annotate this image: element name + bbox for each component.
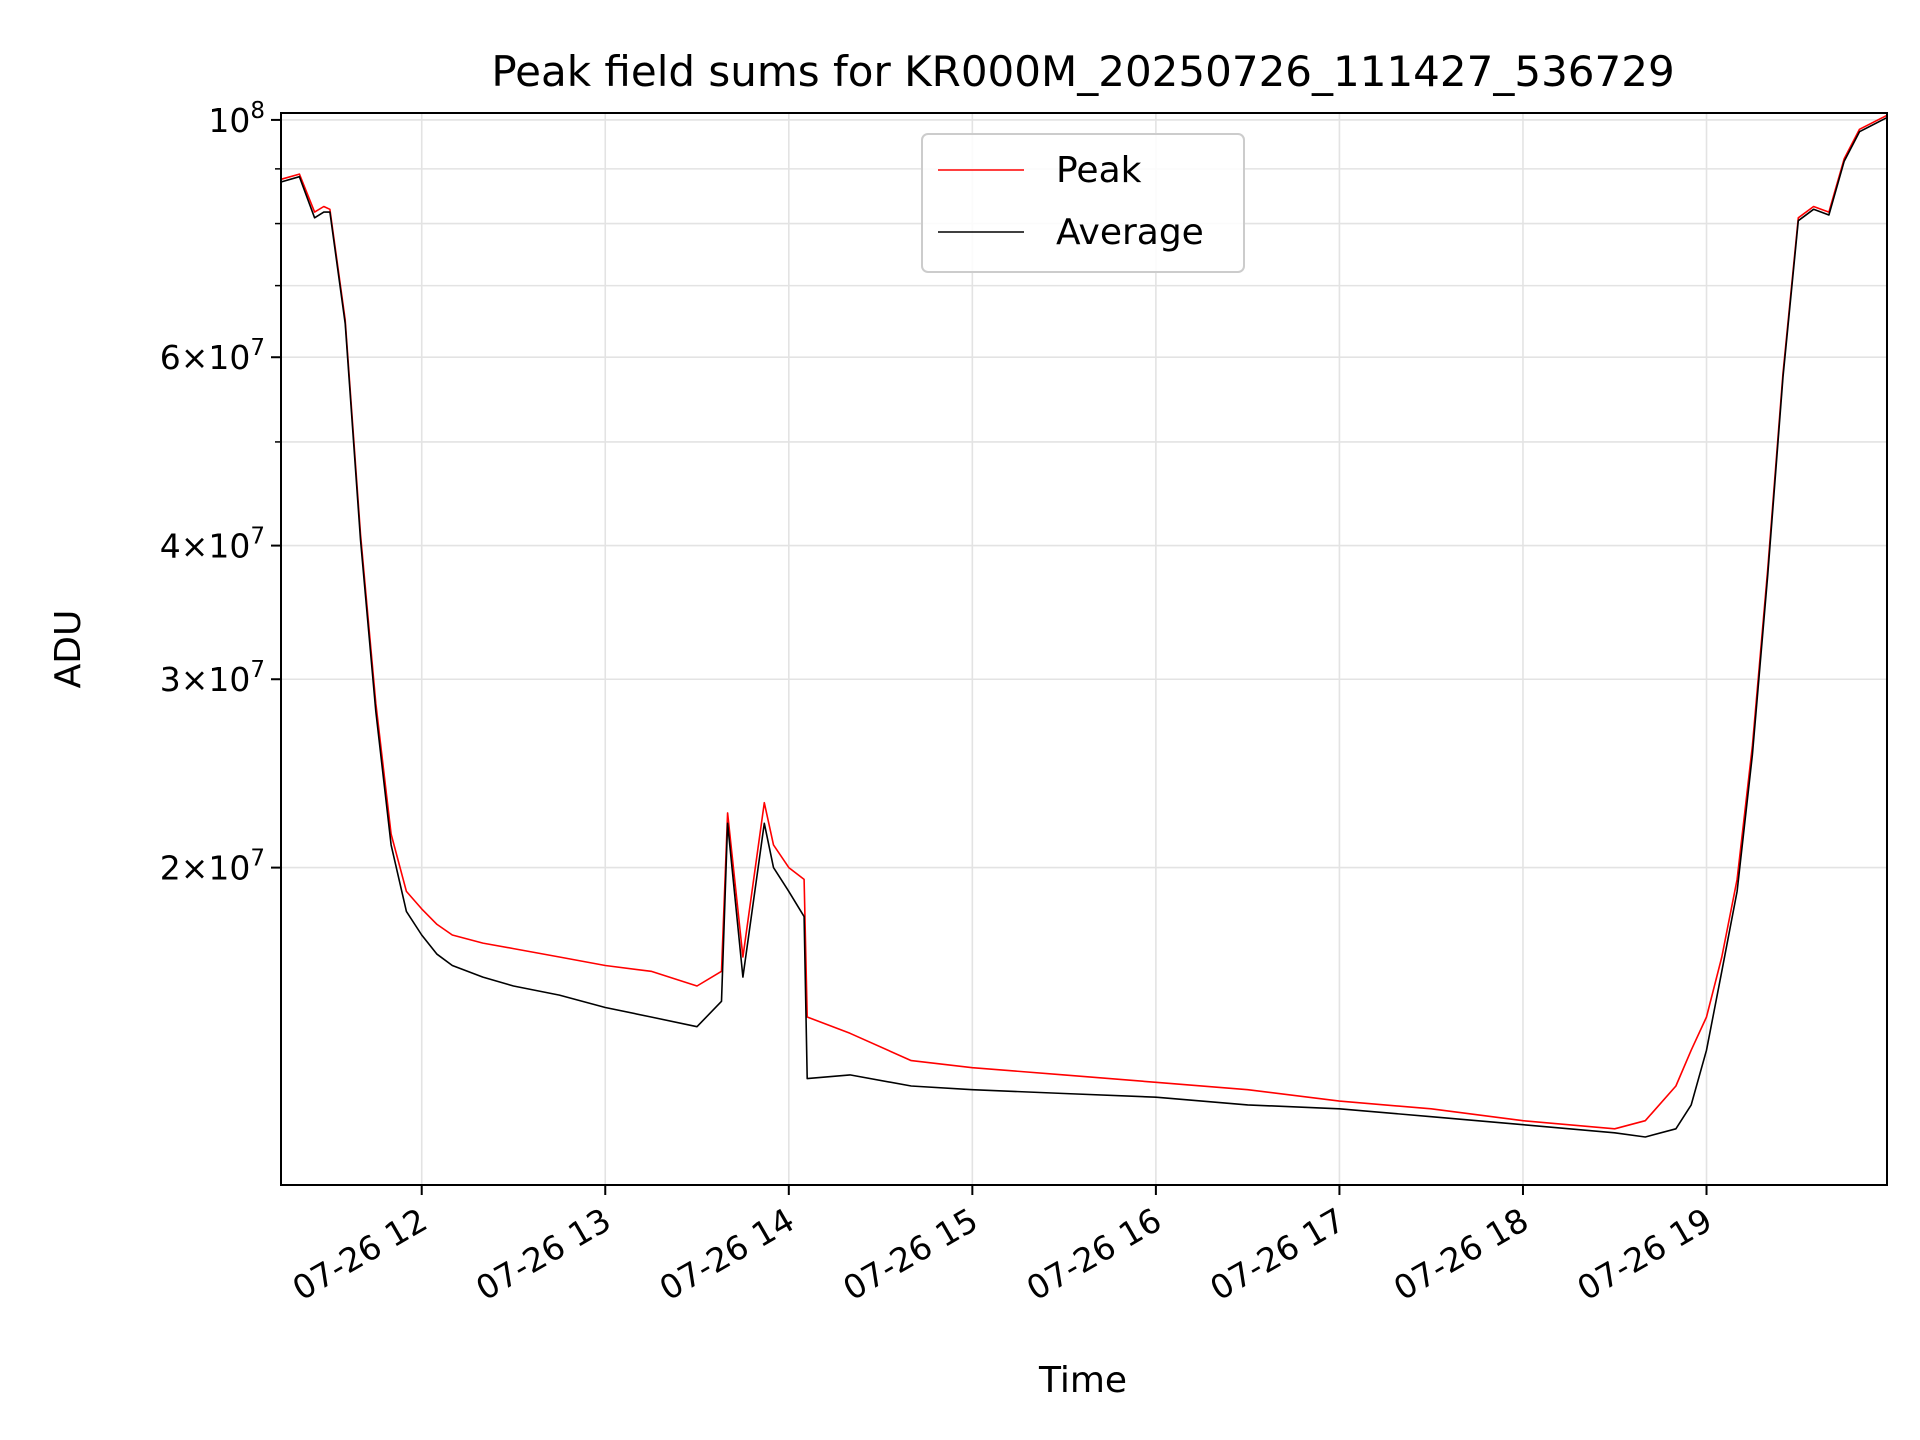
series-line-average xyxy=(280,116,1888,1138)
chart-title: Peak field sums for KR000M_20250726_1114… xyxy=(491,47,1674,96)
x-axis-label: Time xyxy=(1038,1360,1127,1401)
legend-label-peak: Peak xyxy=(1056,150,1142,191)
grid-layer xyxy=(281,113,1887,1185)
series-layer xyxy=(280,114,1888,1138)
y-axis-label: ADU xyxy=(48,610,89,689)
legend: Peak Average xyxy=(921,133,1245,273)
y-tick-label: 108 xyxy=(208,98,265,140)
legend-box xyxy=(921,133,1245,273)
y-tick-label: 3×107 xyxy=(160,657,265,699)
series-line-peak xyxy=(280,114,1888,1130)
y-tick-label: 6×107 xyxy=(160,335,265,377)
y-tick-label: 2×107 xyxy=(160,846,265,888)
y-tick-label: 4×107 xyxy=(160,524,265,566)
legend-label-average: Average xyxy=(1056,212,1204,253)
plot-frame xyxy=(280,112,1888,1186)
